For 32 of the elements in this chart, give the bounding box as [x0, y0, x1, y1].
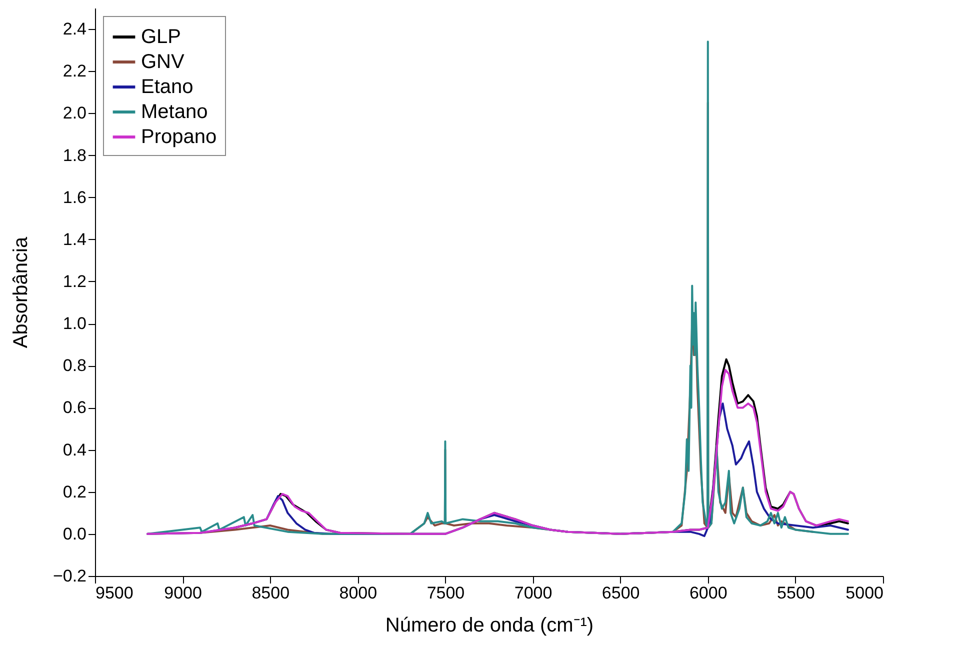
legend-label: Etano	[141, 76, 194, 98]
x-tick-label: 9500	[96, 584, 134, 602]
x-tick-label: 6000	[689, 584, 728, 602]
y-tick-label: 1.0	[62, 314, 86, 334]
y-tick-label: 2.2	[62, 62, 86, 81]
legend-label: GLP	[141, 26, 182, 48]
y-tick-label: 0.8	[62, 356, 86, 376]
y-tick-label: 0.4	[62, 440, 86, 460]
y-tick-label: 2.4	[62, 20, 86, 39]
y-tick-label: 1.4	[62, 230, 86, 249]
x-tick-label: 7000	[514, 584, 552, 602]
y-tick-label: 0.6	[62, 398, 86, 418]
y-axis-title: Absorbância	[10, 236, 32, 348]
line-series	[146, 368, 849, 535]
x-axis-title: Número de onda (cm⁻¹)	[385, 614, 594, 636]
x-tick-label: 8000	[339, 584, 378, 602]
legend-label: Propano	[141, 126, 217, 148]
y-tick-label: 1.8	[62, 146, 86, 165]
x-tick-label: 6500	[602, 584, 640, 602]
y-tick-label: −0.2	[52, 566, 86, 586]
y-tick-label: 0.2	[62, 482, 86, 502]
legend-label: GNV	[141, 51, 185, 73]
y-tick-label: 2.0	[62, 104, 86, 123]
legend-label: Metano	[141, 101, 208, 123]
x-tick-label: 8500	[252, 584, 290, 602]
y-tick-label: 1.6	[62, 188, 86, 207]
x-tick-label: 9000	[164, 584, 202, 602]
y-tick-label: 1.2	[62, 272, 86, 291]
x-tick-label: 5500	[777, 584, 815, 602]
x-tick-label: 7500	[426, 584, 465, 602]
y-tick-label: 0.0	[62, 524, 86, 544]
x-tick-label: 5000	[846, 584, 884, 602]
